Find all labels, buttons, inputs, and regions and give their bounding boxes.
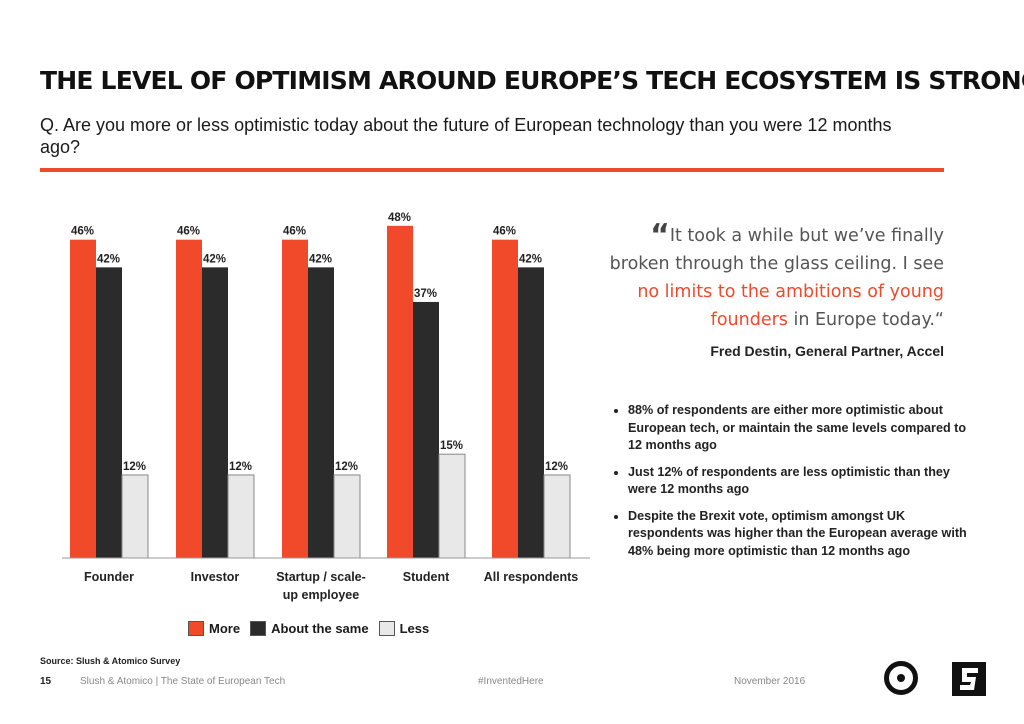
quote-attribution: Fred Destin, General Partner, Accel [710,343,944,359]
title-divider [40,168,944,172]
legend-label-more: More [209,620,241,636]
bar-more [492,239,518,558]
legend-item-same: About the same [250,620,369,636]
page-title: THE LEVEL OF OPTIMISM AROUND EUROPE’S TE… [40,66,1024,95]
bar-same [96,267,122,558]
quote-highlight: no limits to the ambitions of young foun… [637,282,944,330]
data-label: 48% [388,212,411,224]
category-label: up employee [283,588,359,602]
data-label: 46% [177,226,200,238]
legend-label-less: Less [399,620,430,636]
list-item: 88% of respondents are either more optim… [628,402,968,455]
quote-text-part2: in Europe today.“ [787,310,944,330]
bar-less [543,474,571,559]
legend-item-more: More [188,620,241,636]
list-item: Despite the Brexit vote, optimism amongs… [628,508,968,561]
grouped-bar-chart: 46% 42% 12% Founder 46% 42% 12% Investor 46% 42% 1… [62,212,590,602]
bar-same [308,267,334,558]
survey-question: Q. Are you more or less optimistic today… [40,115,892,157]
source-note: Source: Slush & Atomico Survey [40,656,181,666]
bar-same [413,301,439,558]
data-label: 42% [203,253,226,265]
category-label: Founder [84,570,134,584]
quote-text-part1: It took a while but we’ve finally broken… [609,226,944,274]
legend-label-same: About the same [271,620,369,636]
data-label: 12% [229,461,252,473]
bar-less [121,474,149,559]
bar-less [333,474,361,559]
atomico-logo-icon [952,662,986,696]
quote-open-mark: “ [650,218,670,253]
data-label: 12% [545,461,568,473]
footer-date: November 2016 [734,676,806,687]
data-label: 15% [440,440,463,452]
list-item: Just 12% of respondents are less optimis… [628,464,968,499]
page-number: 15 [40,676,52,687]
category-label: Startup / scale- [276,570,366,584]
data-label: 37% [414,288,437,300]
data-label: 12% [335,461,358,473]
key-findings-list: 88% of respondents are either more optim… [612,402,968,569]
bar-more [70,239,96,558]
data-label: 42% [309,253,332,265]
category-label: Investor [191,570,240,584]
data-label: 46% [71,226,94,238]
legend-swatch-same [250,620,267,636]
legend-swatch-more [188,620,204,636]
data-label: 42% [97,253,120,265]
data-label: 46% [493,226,516,238]
chart-legend: More About the same Less [188,619,439,637]
slush-logo-icon [884,661,918,695]
bar-same [518,267,544,558]
data-label: 42% [519,253,542,265]
bar-less [438,453,466,559]
bar-more [387,225,413,558]
category-label: All respondents [484,570,579,584]
footer-report-name: Slush & Atomico | The State of European … [80,676,286,687]
data-label: 46% [283,226,306,238]
bar-same [202,267,228,558]
data-label: 12% [123,461,146,473]
footer-hashtag: #InventedHere [478,676,544,687]
quote-block: “It took a while but we’ve finally broke… [600,221,944,334]
bar-less [227,474,255,559]
bar-more [176,239,202,558]
legend-item-less: Less [378,620,430,636]
category-label: Student [403,570,450,584]
bar-more [282,239,308,558]
legend-swatch-less [378,620,395,636]
